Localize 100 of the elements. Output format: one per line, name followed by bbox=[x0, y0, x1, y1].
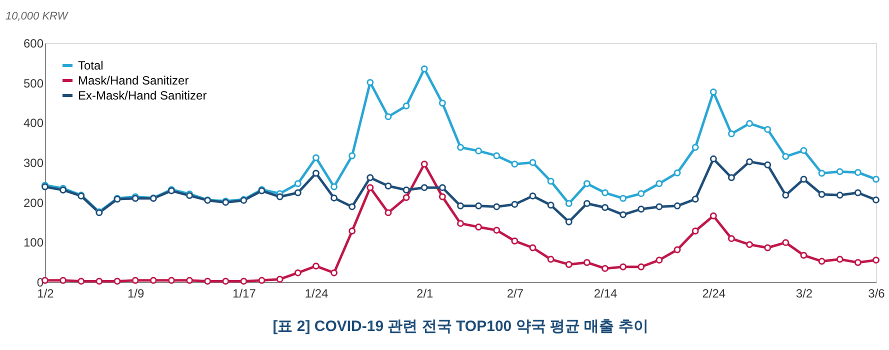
point bbox=[366, 174, 374, 182]
point bbox=[312, 170, 320, 177]
point bbox=[276, 276, 284, 283]
point bbox=[872, 196, 880, 204]
x-tick-label: 2/14 bbox=[594, 286, 618, 300]
point bbox=[60, 276, 67, 284]
point bbox=[602, 264, 609, 272]
y-tick-label: 500 bbox=[23, 76, 44, 90]
point bbox=[420, 160, 428, 168]
point bbox=[493, 226, 500, 234]
point bbox=[583, 180, 590, 188]
point bbox=[276, 193, 284, 200]
point bbox=[330, 269, 338, 276]
point bbox=[186, 276, 194, 284]
point bbox=[240, 278, 248, 285]
point bbox=[656, 180, 663, 188]
x-tick-label: 3/6 bbox=[868, 286, 886, 300]
point bbox=[204, 278, 212, 285]
point bbox=[222, 278, 230, 285]
point bbox=[692, 144, 699, 151]
point bbox=[384, 113, 392, 120]
point bbox=[728, 130, 735, 138]
point bbox=[818, 170, 826, 177]
x-tick-label: 2/1 bbox=[416, 286, 434, 300]
point bbox=[656, 256, 663, 264]
point bbox=[818, 190, 826, 198]
point bbox=[457, 144, 464, 151]
point bbox=[438, 100, 446, 107]
point bbox=[78, 278, 85, 285]
point bbox=[836, 256, 844, 263]
point bbox=[438, 193, 446, 200]
y-tick-label: 300 bbox=[23, 156, 44, 170]
point bbox=[836, 192, 844, 199]
point bbox=[402, 186, 410, 194]
point bbox=[872, 176, 880, 183]
point bbox=[294, 269, 302, 276]
point bbox=[420, 65, 428, 72]
point bbox=[674, 169, 681, 176]
legend-label: Total bbox=[78, 58, 104, 72]
point bbox=[493, 152, 500, 160]
point bbox=[547, 202, 554, 209]
point bbox=[620, 263, 627, 270]
point bbox=[764, 126, 772, 133]
point bbox=[656, 203, 663, 210]
text: [표 2] COVID-19 관련 전국 TOP100 약국 평균 매출 추이 bbox=[272, 318, 648, 335]
point bbox=[150, 276, 157, 284]
point bbox=[836, 168, 844, 176]
point bbox=[132, 276, 139, 284]
point bbox=[710, 88, 717, 96]
point bbox=[620, 211, 627, 218]
point bbox=[746, 241, 754, 248]
point bbox=[402, 194, 410, 202]
point bbox=[602, 189, 609, 196]
point bbox=[728, 235, 735, 242]
point bbox=[258, 276, 266, 284]
point bbox=[330, 194, 338, 202]
point bbox=[692, 228, 699, 234]
point bbox=[511, 237, 518, 244]
x-tick-label: 1/9 bbox=[127, 286, 144, 300]
point bbox=[818, 258, 826, 265]
point bbox=[475, 224, 482, 231]
point bbox=[746, 158, 754, 166]
point bbox=[330, 183, 338, 190]
point bbox=[168, 276, 175, 284]
point bbox=[475, 147, 482, 154]
y-tick-label: 200 bbox=[23, 196, 44, 210]
x-tick-label: 1/2 bbox=[37, 286, 54, 300]
point bbox=[638, 263, 645, 270]
point bbox=[638, 190, 645, 198]
point bbox=[872, 256, 880, 264]
point bbox=[511, 160, 518, 168]
point bbox=[294, 180, 302, 188]
x-tick-label: 1/24 bbox=[304, 286, 328, 300]
point bbox=[366, 78, 374, 86]
point bbox=[547, 256, 554, 263]
point bbox=[854, 168, 862, 176]
point bbox=[114, 278, 121, 285]
x-tick-label: 2/7 bbox=[506, 286, 524, 300]
point bbox=[529, 159, 536, 166]
y-tick-label: 100 bbox=[23, 236, 44, 250]
point bbox=[294, 189, 302, 196]
point bbox=[457, 220, 464, 227]
point bbox=[782, 239, 790, 246]
point bbox=[602, 204, 609, 211]
point bbox=[800, 147, 808, 154]
point bbox=[384, 182, 392, 190]
point bbox=[746, 120, 754, 127]
y-tick-label: 400 bbox=[23, 116, 44, 130]
legend-label: Ex-Mask/Hand Sanitizer bbox=[78, 88, 207, 102]
point bbox=[764, 161, 772, 168]
point bbox=[529, 244, 536, 252]
x-tick-label: 2/24 bbox=[702, 286, 726, 300]
point bbox=[565, 260, 572, 268]
point bbox=[583, 259, 590, 266]
legend-label: Mask/Hand Sanitizer bbox=[78, 74, 189, 88]
point bbox=[529, 192, 536, 200]
point bbox=[674, 202, 681, 210]
point bbox=[384, 209, 392, 216]
point bbox=[854, 259, 862, 266]
point bbox=[800, 176, 808, 183]
